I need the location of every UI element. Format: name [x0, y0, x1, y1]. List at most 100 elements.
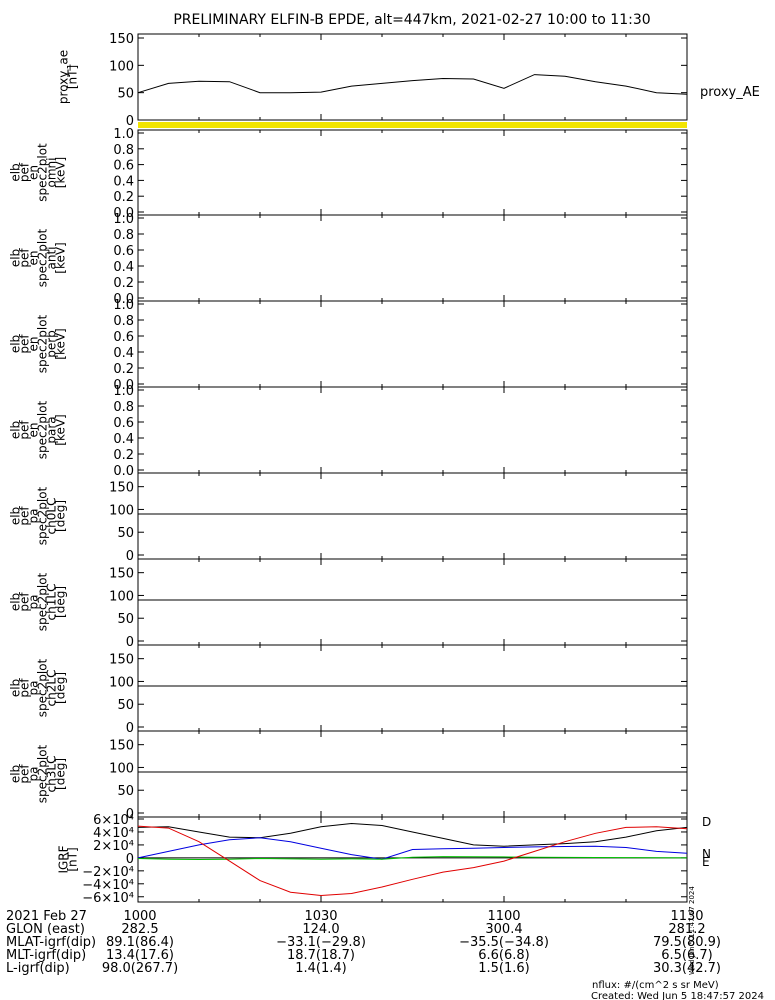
ephem-value: 30.3(42.7)	[653, 961, 721, 976]
y-tick-label: 0.4	[113, 260, 134, 275]
y-axis-label: pef	[18, 592, 32, 612]
igrf-d-line	[137, 825, 688, 897]
y-axis-label: pef	[18, 678, 32, 698]
y-axis-label: en	[27, 251, 41, 266]
panel-frame	[137, 214, 688, 302]
y-axis-label: pa	[27, 681, 41, 696]
y-axis-label: spec2plot	[36, 486, 50, 545]
ephem-value: 282.5	[121, 922, 158, 937]
panel-frame	[137, 558, 688, 646]
y-axis-label: elb	[9, 335, 23, 353]
y-axis-label: [nT]	[66, 65, 80, 89]
y-tick-label: 150	[109, 739, 134, 754]
y-axis-label: IGRF	[57, 845, 71, 873]
proxy-ae-legend: proxy_AE	[700, 85, 760, 100]
y-tick-label: 0.2	[113, 448, 134, 463]
y-tick-label: 150	[109, 481, 134, 496]
y-axis-label: perp	[45, 330, 59, 358]
panel-5: 1.00.80.60.40.20.0 elbpefenspec2plotpara[…	[9, 384, 688, 479]
y-axis-label: pef	[18, 764, 32, 784]
y-tick-label: −2×10⁴	[82, 865, 134, 880]
ephem-value: 1.4(1.4)	[295, 961, 347, 976]
y-tick-label: 50	[117, 698, 134, 713]
y-axis-label: elb	[9, 593, 23, 611]
y-tick-label: 0.4	[113, 346, 134, 361]
y-axis-label: para	[45, 416, 59, 443]
y-tick-label: 0	[126, 807, 134, 822]
y-tick-label: 100	[109, 59, 134, 74]
ephem-value: 300.4	[485, 922, 522, 937]
y-axis-label: pef	[18, 420, 32, 440]
y-tick-label: 100	[109, 675, 134, 690]
y-axis-label: elb	[9, 765, 23, 783]
panel-frame	[137, 129, 688, 216]
y-axis-label: ch2LC	[45, 670, 59, 707]
y-axis-label: ch1LC	[45, 584, 59, 621]
y-axis-label: spec2plot	[36, 400, 50, 459]
y-axis-label: [deg]	[54, 586, 68, 618]
y-tick-label: −4×10⁴	[82, 878, 134, 893]
y-tick-label: 0.8	[113, 228, 134, 243]
y-tick-label: 0	[126, 721, 134, 736]
y-axis-label: [keV]	[54, 157, 68, 188]
igrf-e-line	[137, 856, 688, 861]
y-axis-label: en	[27, 337, 41, 352]
y-tick-label: 1.0	[113, 298, 134, 313]
legend-d: D	[702, 815, 711, 829]
y-axis-label: ch0LC	[45, 498, 59, 535]
y-tick-label: 1.0	[113, 212, 134, 227]
y-tick-label: 100	[109, 761, 134, 776]
y-axis-label: anti	[45, 247, 59, 270]
y-axis-label: omni	[45, 158, 59, 188]
y-tick-label: 50	[117, 612, 134, 627]
y-tick-label: 50	[117, 87, 134, 102]
y-axis-label: elb	[9, 421, 23, 439]
y-axis-label: elb	[9, 249, 23, 267]
ephem-value: 6.6(6.8)	[478, 948, 530, 963]
y-axis-label: [keV]	[54, 414, 68, 445]
ephem-value: 89.1(86.4)	[106, 935, 174, 950]
y-tick-label: 6×10⁴	[93, 813, 134, 828]
y-axis-label: elb	[9, 507, 23, 525]
panel-frame	[137, 644, 688, 732]
y-axis-label: [deg]	[54, 500, 68, 532]
y-tick-label: 0.4	[113, 432, 134, 447]
ephem-value: −33.1(−29.8)	[276, 935, 366, 950]
y-axis-label: pef	[18, 162, 32, 182]
igrf-t-line	[137, 822, 688, 847]
ephem-value: 18.7(18.7)	[287, 948, 355, 963]
y-axis-label: [keV]	[54, 328, 68, 359]
y-axis-label: ch3LC	[45, 756, 59, 793]
y-axis-label: [deg]	[54, 672, 68, 704]
ephem-value: 6.5(6.7)	[661, 948, 713, 963]
y-tick-label: 0.2	[113, 190, 134, 205]
y-axis-label: pa	[27, 509, 41, 524]
y-tick-label: 0.4	[113, 174, 134, 189]
y-tick-label: 2×10⁴	[93, 839, 134, 854]
y-axis-label: en	[27, 165, 41, 180]
ephem-label: MLAT-igrf(dip)	[6, 935, 96, 950]
proxy-ae-line	[137, 74, 688, 95]
y-axis-label: pef	[18, 248, 32, 268]
panel-3: 1.00.80.60.40.20.0 elbpefenspec2plotanti[…	[9, 212, 688, 307]
y-tick-label: 0	[126, 635, 134, 650]
y-tick-label: 0.6	[113, 416, 134, 431]
ephem-value: 1.5(1.6)	[478, 961, 530, 976]
y-tick-label: 0.6	[113, 244, 134, 259]
y-tick-label: 0.0	[113, 464, 134, 479]
ephem-value: 124.0	[302, 922, 339, 937]
y-axis-label: proxy_ae	[57, 50, 71, 104]
y-axis-label: spec2plot	[36, 143, 50, 202]
y-tick-label: 1.0	[113, 384, 134, 399]
y-axis-label: [keV]	[54, 242, 68, 273]
panel-4: 1.00.80.60.40.20.0 elbpefenspec2plotperp[…	[9, 298, 688, 393]
panel-frame	[137, 472, 688, 560]
y-tick-label: 0	[126, 114, 134, 129]
y-tick-label: 0.8	[113, 143, 134, 158]
panel-1: 150 100 50 0 proxy_ae[nT]	[57, 32, 688, 129]
ephem-label: 2021 Feb 27	[6, 909, 87, 924]
y-axis-label: pef	[18, 334, 32, 354]
